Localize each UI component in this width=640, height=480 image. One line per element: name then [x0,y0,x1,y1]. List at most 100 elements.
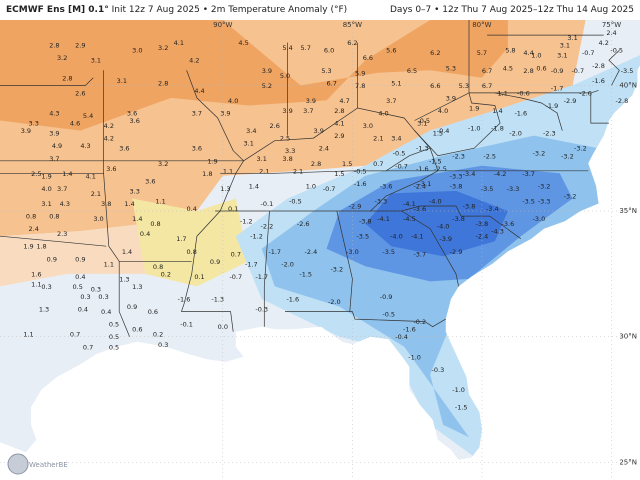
anomaly-value: -1.2 [240,218,253,226]
anomaly-value: 4.2 [104,122,114,130]
anomaly-value: -1.6 [286,296,299,304]
anomaly-value: -4.1 [403,200,416,208]
anomaly-value: 6.2 [430,49,440,57]
anomaly-value: -0.3 [255,306,268,314]
anomaly-value: 3.9 [282,107,292,115]
anomaly-value: -2.9 [349,203,362,211]
anomaly-value: 3.1 [41,200,51,208]
anomaly-value: -4.1 [377,215,390,223]
anomaly-value: -3.5 [522,198,535,206]
anomaly-value: 0.7 [83,343,93,351]
anomaly-value: 5.1 [391,79,401,87]
border-ga-sc [401,210,459,287]
anomaly-value: 4.5 [503,64,513,72]
anomaly-value: 0.9 [127,303,137,311]
anomaly-value: 2.4 [319,145,329,153]
anomaly-value: 2.6 [270,122,280,130]
anomaly-value: 5.3 [446,64,456,72]
anomaly-value: -0.6 [517,89,530,97]
anomaly-value: 6.7 [482,82,492,90]
anomaly-value: 0.4 [78,306,88,314]
anomaly-value: -1.5 [455,404,468,412]
anomaly-value: 3.7 [386,97,396,105]
anomaly-value: -3.5 [382,248,395,256]
anomaly-value: 0.7 [373,160,383,168]
anomaly-value: 4.3 [80,142,90,150]
anomaly-value: -3.2 [533,150,546,158]
anomaly-value: 3.7 [303,107,313,115]
anomaly-value: -0.1 [180,321,193,329]
anomaly-value: -2.4 [413,182,426,190]
anomaly-value: 3.1 [417,120,427,128]
anomaly-value: -1.6 [354,180,367,188]
anomaly-value: 0.4 [75,273,85,281]
anomaly-value: 1.4 [122,248,132,256]
anomaly-value: -3.3 [450,172,463,180]
anomaly-value: 0.3 [91,286,101,294]
anomaly-value: 0.6 [536,64,546,72]
anomaly-value: -4.0 [390,233,403,241]
anomaly-value: -2.4 [305,248,318,256]
anomaly-value: 0.2 [161,270,171,278]
variable-name: 2m Temperature Anomaly (°F) [210,5,348,15]
anomaly-value: 3.0 [132,47,142,55]
anomaly-value: 1.1 [155,198,165,206]
anomaly-value: 3.1 [560,42,570,50]
anomaly-value: 3.9 [306,97,316,105]
anomaly-value: 3.9 [314,127,324,135]
anomaly-value: 3.3 [29,120,39,128]
border-fl-north [285,311,446,328]
border-tn-nc [370,170,439,212]
anomaly-value: -0.7 [229,273,242,281]
anomaly-value: 4.1 [174,39,184,47]
anomaly-value: -0.7 [395,162,408,170]
anomaly-value: -0.7 [571,67,584,75]
anomaly-value: 3.9 [446,94,456,102]
anomaly-value: 2.4 [606,29,616,37]
anomaly-value: 3.6 [127,110,137,118]
anomaly-value: -1.6 [592,77,605,85]
anomaly-value: -2.3 [452,152,465,160]
border-la-ms [181,311,234,332]
anomaly-value: 5.2 [262,82,272,90]
logo-text: WeatherBELL [29,461,68,469]
anomaly-value: 6.7 [327,79,337,87]
anomaly-value: -1.9 [546,102,559,110]
anomaly-value: -3.2 [538,182,551,190]
lon-label: 75°W [602,21,621,29]
anomaly-value: 1.7 [176,235,186,243]
lon-label: 90°W [213,21,232,29]
anomaly-value: 3.9 [220,110,230,118]
anomaly-value: 5.3 [321,67,331,75]
anomaly-value: -1.0 [468,125,481,133]
anomaly-value: -1.7 [245,260,258,268]
anomaly-value: 6.6 [363,54,373,62]
anomaly-value: 2.9 [334,132,344,140]
anomaly-value: -3.8 [450,182,463,190]
anomaly-value: 0.9 [75,255,85,263]
anomaly-value: 3.6 [106,165,116,173]
anomaly-value: 5.3 [459,82,469,90]
anomaly-value: -3.8 [463,203,476,211]
anomaly-value: -1.7 [551,84,564,92]
anomaly-value: -2.9 [564,97,577,105]
anomaly-value: -1.3 [416,145,429,153]
anomaly-value: -2.8 [616,97,629,105]
anomaly-value: 1.0 [306,182,316,190]
anomaly-value: -0.5 [393,150,406,158]
anomaly-value: -4.0 [429,198,442,206]
anomaly-value: -4.2 [494,170,507,178]
anomaly-value: 3.6 [145,177,155,185]
anomaly-value: 4.1 [334,120,344,128]
anomaly-value: -1.2 [250,233,263,241]
anomaly-value: 0.0 [218,323,228,331]
anomaly-value: 0.9 [210,258,220,266]
anomaly-value: -3.6 [380,182,393,190]
anomaly-value: 3.1 [567,34,577,42]
lat-label: 40°N [619,81,637,89]
anomaly-value: -3.9 [439,235,452,243]
anomaly-value: 1.3 [132,283,142,291]
anomaly-value: 2.6 [75,89,85,97]
anomaly-value: 0.5 [109,321,119,329]
